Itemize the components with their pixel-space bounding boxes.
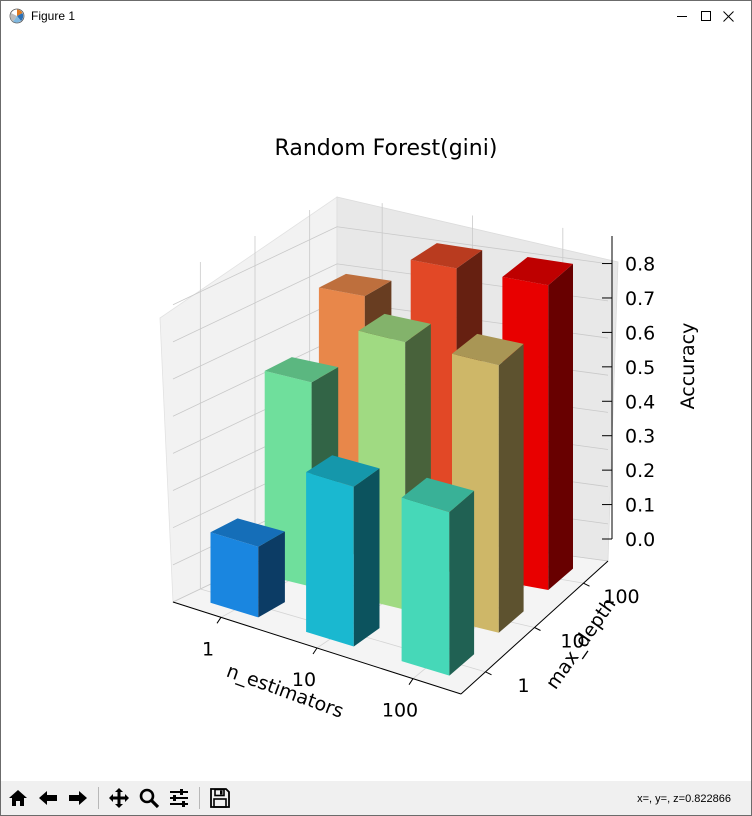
z-tick-label: 0.7: [625, 288, 655, 310]
bar-top-face: [358, 313, 431, 343]
y-tick: [485, 671, 492, 676]
z-tick-label: 0.1: [625, 495, 655, 517]
z-tick-label: 0.5: [625, 357, 655, 379]
bar-side-face: [449, 490, 475, 676]
z-tick-label: 0.6: [625, 322, 655, 344]
x-tick-label: 1: [202, 638, 214, 660]
save-icon: [210, 788, 230, 808]
bar-side-face: [498, 343, 524, 633]
close-button[interactable]: [705, 1, 751, 32]
home-button[interactable]: [4, 785, 32, 811]
window-title: Figure 1: [31, 9, 76, 23]
maximize-icon: [700, 11, 711, 21]
bar-10-1: [306, 455, 380, 647]
axes: [172, 236, 613, 695]
minimize-button[interactable]: [659, 1, 705, 32]
minimize-icon: [676, 16, 687, 17]
x-tick: [408, 678, 414, 685]
bar-top-face: [318, 273, 392, 297]
title-bar: Figure 1: [1, 1, 751, 32]
bar-100-1: [401, 477, 475, 676]
toolbar-separator: [98, 787, 99, 809]
y-tick: [534, 627, 541, 631]
z-tick-label: 0.0: [625, 529, 655, 551]
bar3d-chart[interactable]: Random Forest(gini) n_estimators max_dep…: [1, 32, 751, 781]
configure-icon: [170, 789, 188, 807]
chart-title: Random Forest(gini): [275, 136, 498, 161]
x-tick: [312, 647, 318, 655]
y-tick-label: 1: [517, 675, 529, 697]
matplotlib-logo-icon: [9, 8, 25, 24]
bar-top-face: [306, 455, 380, 487]
bar-side-face: [548, 263, 573, 590]
z-tick-label: 0.4: [625, 391, 655, 413]
bars: [210, 243, 573, 676]
back-button[interactable]: [34, 785, 62, 811]
y-tick-label: 10: [560, 631, 584, 653]
close-icon: [722, 11, 734, 22]
bar-top-face: [210, 518, 285, 547]
configure-subplots-button[interactable]: [165, 785, 193, 811]
y-tick-label: 100: [603, 586, 639, 608]
x-tick-label: 100: [382, 700, 418, 722]
toolbar-separator: [199, 787, 200, 809]
z-tick-label: 0.2: [625, 460, 655, 482]
forward-button[interactable]: [64, 785, 92, 811]
zoom-button[interactable]: [135, 785, 163, 811]
pan-button[interactable]: [105, 785, 133, 811]
plot-area[interactable]: Random Forest(gini) n_estimators max_dep…: [1, 32, 751, 781]
toolbar: x=, y=, z=0.822866: [1, 781, 751, 815]
bar-side-face: [258, 531, 285, 618]
bar-top-face: [452, 333, 524, 366]
z-axis-label: Accuracy: [677, 323, 699, 410]
home-icon: [9, 790, 27, 806]
z-tick-label: 0.3: [625, 426, 655, 448]
x-axis-label: n_estimators: [224, 660, 347, 723]
z-tick-label: 0.8: [625, 254, 655, 276]
bar-front-face: [401, 497, 450, 676]
bar-top-face: [401, 477, 475, 513]
bar-1-1: [210, 518, 285, 618]
back-icon: [39, 791, 57, 805]
bar-top-face: [502, 257, 573, 286]
forward-icon: [69, 791, 87, 805]
pan-icon: [109, 788, 129, 808]
save-button[interactable]: [206, 785, 234, 811]
bar-front-face: [306, 472, 354, 647]
bar-top-face: [264, 357, 339, 383]
y-tick: [583, 582, 590, 587]
coordinates-readout: x=, y=, z=0.822866: [637, 793, 731, 805]
bar-side-face: [353, 468, 380, 647]
maximize-button[interactable]: [660, 1, 711, 32]
zoom-icon: [139, 788, 160, 809]
bar-top-face: [410, 243, 483, 269]
x-tick-label: 10: [292, 669, 316, 691]
bar-front-face: [210, 532, 259, 618]
x-tick: [216, 617, 222, 624]
